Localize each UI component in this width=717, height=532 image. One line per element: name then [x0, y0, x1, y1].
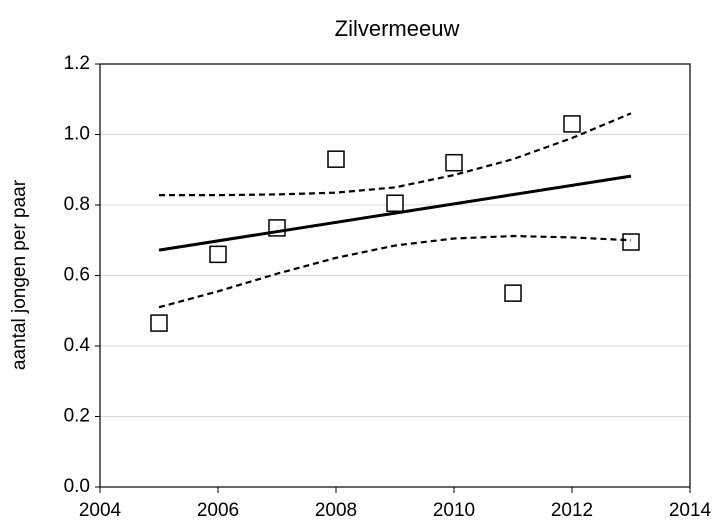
y-tick-label: 0.4 — [64, 335, 91, 356]
x-tick-label: 2012 — [551, 500, 593, 521]
marker — [327, 150, 345, 168]
plot-area — [99, 63, 691, 488]
confidence-line — [159, 112, 632, 197]
x-tick-label: 2008 — [315, 500, 357, 521]
y-axis-label: aantal jongen per paar — [9, 179, 30, 370]
y-tick-label: 0.6 — [64, 265, 90, 286]
marker — [622, 233, 640, 251]
marker — [445, 153, 463, 172]
y-tick-label: 1.0 — [64, 124, 90, 145]
marker — [150, 314, 168, 332]
marker — [504, 284, 522, 302]
x-tick-label: 2014 — [669, 500, 712, 521]
confidence-line — [158, 234, 632, 309]
y-tick-label: 1.2 — [64, 53, 90, 74]
trend-line — [158, 174, 632, 252]
chart-title: Zilvermeeuw — [335, 16, 460, 41]
x-tick-label: 2004 — [79, 500, 122, 521]
x-tick-label: 2010 — [433, 500, 475, 521]
y-tick-label: 0.2 — [64, 406, 90, 427]
x-tick-label: 2006 — [197, 500, 239, 521]
y-tick-label: 0.0 — [64, 476, 90, 497]
marker — [563, 115, 581, 133]
marker — [386, 194, 404, 212]
marker — [209, 245, 227, 264]
y-tick-label: 0.8 — [64, 194, 90, 215]
